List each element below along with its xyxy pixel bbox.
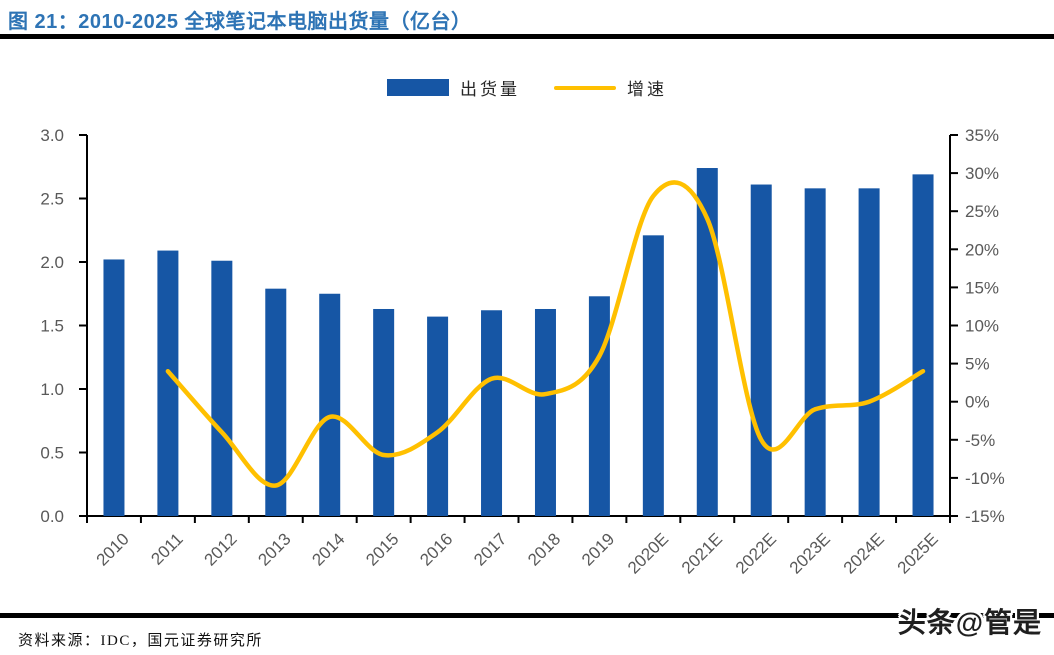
right-axis-label: -5%: [965, 431, 995, 450]
x-axis-label: 2022E: [732, 529, 780, 577]
x-axis-label: 2016: [416, 529, 456, 569]
legend-label-shipments: 出货量: [460, 80, 520, 99]
bar-2020E: [642, 235, 664, 516]
bar-2023E: [804, 188, 826, 516]
bar-2012: [211, 260, 233, 516]
bar-2021E: [696, 168, 718, 516]
right-axis-label: 10%: [965, 317, 999, 336]
x-axis-label: 2012: [200, 529, 240, 569]
bar-2019: [588, 296, 610, 516]
bar-2010: [103, 259, 125, 516]
x-axis-label: 2018: [524, 529, 564, 569]
legend-item-shipments: 出货量: [387, 75, 520, 100]
left-axis-label: 2.5: [40, 190, 64, 209]
bar-2017: [481, 310, 503, 516]
right-axis-label: 0%: [965, 393, 990, 412]
legend-item-growth: 增速: [554, 75, 667, 100]
bar-2024E: [858, 188, 880, 516]
source-note: 资料来源：IDC，国元证券研究所: [18, 633, 263, 649]
title-divider: [0, 34, 1054, 39]
growth-line: [165, 180, 926, 488]
left-axis-label: 1.0: [40, 380, 64, 399]
right-axis-label: 20%: [965, 240, 999, 259]
x-axis-label: 2021E: [678, 529, 726, 577]
line-series-swatch: [554, 85, 616, 90]
right-axis-label: 35%: [965, 126, 999, 145]
bar-series-swatch: [387, 79, 449, 96]
right-axis-label: 25%: [965, 202, 999, 221]
bar-2018: [534, 308, 556, 516]
figure-title: 图 21：2010-2025 全球笔记本电脑出货量（亿台）: [8, 11, 472, 33]
bar-2014: [319, 293, 341, 516]
right-axis-label: 5%: [965, 355, 990, 374]
x-axis-label: 2015: [362, 529, 402, 569]
bar-2015: [373, 308, 395, 516]
x-axis-label: 2025E: [894, 529, 942, 577]
left-axis-label: 2.0: [40, 253, 64, 272]
x-axis-label: 2010: [93, 529, 133, 569]
footer-divider: [0, 613, 1054, 618]
right-axis-label: -10%: [965, 469, 1005, 488]
legend-label-growth: 增速: [627, 80, 667, 99]
bar-2022E: [750, 184, 772, 516]
x-axis-label: 2017: [470, 529, 510, 569]
x-axis-label: 2011: [147, 529, 186, 568]
x-axis-label: 2020E: [624, 529, 672, 577]
left-axis-label: 1.5: [40, 317, 64, 336]
watermark: 头条@管是: [897, 607, 1042, 638]
left-axis-label: 0.0: [40, 507, 64, 526]
x-axis-label: 2019: [578, 529, 618, 569]
left-axis-label: 0.5: [40, 444, 64, 463]
left-axis-label: 3.0: [40, 126, 64, 145]
x-axis-label: 2023E: [786, 529, 834, 577]
x-axis-label: 2024E: [840, 529, 888, 577]
right-axis-label: 30%: [965, 164, 999, 183]
bar-2011: [157, 250, 179, 516]
right-axis-label: -15%: [965, 507, 1005, 526]
right-axis-label: 15%: [965, 278, 999, 297]
bar-2013: [265, 288, 287, 516]
chart-legend: 出货量 增速: [0, 75, 1054, 100]
x-axis-label: 2014: [308, 529, 348, 569]
bar-2025E: [912, 174, 934, 516]
x-axis-label: 2013: [254, 529, 294, 569]
bar-2016: [427, 316, 449, 516]
